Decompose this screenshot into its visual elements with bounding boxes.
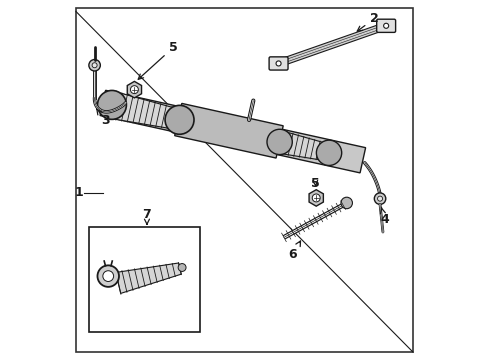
- Polygon shape: [277, 22, 386, 67]
- Polygon shape: [127, 81, 141, 98]
- Circle shape: [102, 271, 113, 282]
- Polygon shape: [110, 92, 183, 130]
- FancyBboxPatch shape: [376, 19, 395, 32]
- Polygon shape: [100, 90, 365, 173]
- Circle shape: [383, 23, 388, 28]
- Text: 4: 4: [379, 207, 388, 226]
- Circle shape: [178, 264, 185, 271]
- Circle shape: [266, 129, 292, 154]
- Circle shape: [377, 196, 382, 201]
- Text: 5: 5: [310, 177, 319, 190]
- Circle shape: [97, 265, 119, 287]
- Text: 7: 7: [142, 208, 151, 224]
- Circle shape: [130, 86, 138, 94]
- Text: 5: 5: [138, 41, 178, 79]
- Circle shape: [165, 105, 194, 134]
- Circle shape: [89, 59, 100, 71]
- Polygon shape: [277, 131, 330, 161]
- Text: 2: 2: [357, 12, 378, 31]
- Bar: [88, 226, 199, 332]
- Polygon shape: [116, 263, 181, 293]
- FancyBboxPatch shape: [268, 57, 287, 70]
- Text: 1: 1: [74, 186, 83, 199]
- Circle shape: [312, 194, 320, 202]
- Text: 6: 6: [288, 241, 300, 261]
- Circle shape: [97, 90, 126, 120]
- Circle shape: [92, 63, 97, 68]
- Circle shape: [276, 61, 281, 66]
- Polygon shape: [174, 103, 283, 158]
- Text: 3: 3: [97, 109, 109, 127]
- Circle shape: [340, 197, 352, 209]
- Circle shape: [373, 193, 385, 204]
- Polygon shape: [308, 190, 323, 206]
- Circle shape: [316, 140, 341, 166]
